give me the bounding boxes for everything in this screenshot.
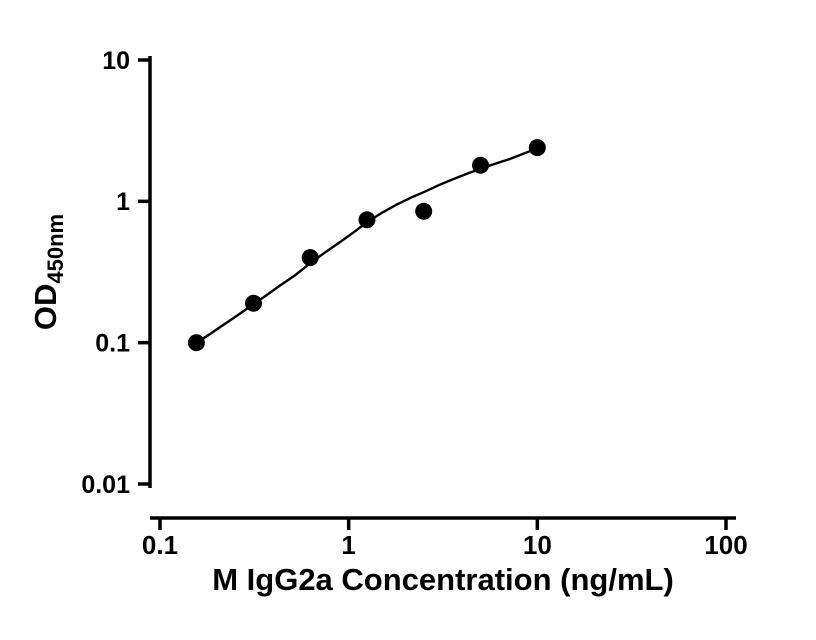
y-axis-title-subscript: 450nm [43,214,68,284]
x-axis-title: M IgG2a Concentration (ng/mL) [212,562,674,597]
y-tick-label: 0.01 [81,471,130,499]
y-tick-label: 1 [116,188,130,216]
y-tick-label: 0.1 [95,329,130,357]
x-tick-label: 1 [341,530,355,560]
data-point [358,211,376,229]
data-point [528,139,546,157]
y-tick-label: 10 [102,47,130,75]
y-axis-title: OD450nm [28,214,68,330]
data-point [472,156,489,174]
data-point [415,202,433,220]
x-tick-label: 0.1 [142,530,178,560]
data-point [245,294,262,312]
y-axis-title-main: OD [28,284,63,331]
x-tick-label: 10 [523,530,552,560]
data-point [301,249,319,267]
x-tick-label: 100 [704,530,747,560]
data-point [187,334,205,352]
